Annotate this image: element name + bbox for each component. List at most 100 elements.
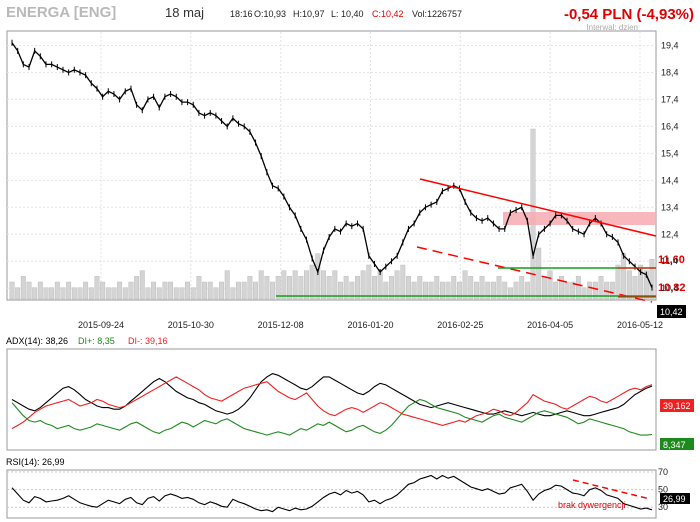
volume-bar bbox=[439, 281, 445, 300]
volume-bar bbox=[519, 276, 525, 300]
volume-bar bbox=[445, 281, 451, 300]
price-plot-frame bbox=[6, 30, 657, 301]
volume-bar bbox=[394, 270, 400, 300]
price-x-tick-label: 2016-05-12 bbox=[617, 320, 663, 330]
volume-bar bbox=[190, 287, 196, 300]
volume-bar bbox=[202, 281, 208, 300]
volume-bar bbox=[20, 276, 26, 300]
volume-bar bbox=[479, 276, 485, 300]
price-x-tick-label: 2015-09-24 bbox=[78, 320, 124, 330]
volume-bar bbox=[406, 276, 411, 300]
rsi-panel: RSI(14): 26,99 brak dywergencji 26,99 70… bbox=[6, 457, 690, 519]
volume-bar bbox=[575, 276, 581, 300]
di-plus-value: 8,347 bbox=[663, 440, 686, 450]
volume-bar bbox=[462, 270, 468, 300]
rsi-line bbox=[11, 474, 653, 513]
volume-bar bbox=[513, 281, 519, 300]
volume-bar bbox=[326, 276, 332, 300]
price-close-line bbox=[11, 42, 653, 288]
volume-bar bbox=[502, 281, 508, 300]
price-x-tick-label: 2015-10-30 bbox=[168, 320, 214, 330]
volume-bar bbox=[275, 276, 281, 300]
quote-time: 18:16 bbox=[230, 9, 253, 19]
volume-bar bbox=[587, 281, 593, 300]
volume-bar bbox=[332, 270, 338, 300]
volume-bar bbox=[473, 281, 479, 300]
volume-bar bbox=[71, 287, 77, 300]
price-x-tick-label: 2015-12-08 bbox=[258, 320, 304, 330]
volume-bar bbox=[632, 276, 638, 300]
volume-bar bbox=[338, 281, 343, 300]
volume-bar bbox=[292, 270, 298, 300]
quote-close: C:10,42 bbox=[372, 9, 404, 19]
volume-bar bbox=[417, 276, 423, 300]
volume-bar bbox=[224, 270, 230, 300]
price-y-tick-label: 12,4 bbox=[661, 229, 679, 239]
volume-bar bbox=[536, 247, 542, 300]
downtrend-support-line bbox=[416, 246, 653, 303]
volume-bar bbox=[236, 281, 241, 300]
quote-low: L: 10,40 bbox=[331, 9, 364, 19]
volume-bar bbox=[649, 259, 655, 300]
downtrend-resistance-line bbox=[419, 178, 657, 237]
volume-bar bbox=[592, 281, 598, 300]
volume-bar bbox=[247, 276, 253, 300]
di-plus-value-tag bbox=[660, 438, 694, 450]
price-x-tick-label: 2016-02-25 bbox=[437, 320, 483, 330]
volume-bar bbox=[411, 281, 417, 300]
price-series bbox=[11, 39, 653, 291]
volume-bar bbox=[558, 276, 564, 300]
volume-bar bbox=[304, 270, 309, 300]
volume-bar bbox=[122, 287, 128, 300]
price-change: -0,54 PLN (-4,93%) bbox=[564, 6, 694, 23]
rsi-y-axis: 70 50 30 bbox=[658, 467, 668, 512]
volume-bar bbox=[49, 287, 55, 300]
volume-bar bbox=[615, 264, 621, 300]
volume-bar bbox=[355, 276, 360, 300]
volume-bar bbox=[207, 281, 213, 300]
volume-bar bbox=[32, 287, 38, 300]
rsi-y-tick-label: 30 bbox=[658, 502, 668, 512]
volume-bar bbox=[383, 281, 389, 300]
price-x-tick-label: 2016-04-05 bbox=[527, 320, 573, 330]
volume-bar bbox=[564, 281, 570, 300]
adx-legend: ADX(14): 38,26 bbox=[6, 336, 68, 346]
di-minus-value: 39,162 bbox=[663, 401, 691, 411]
volume-bar bbox=[468, 276, 474, 300]
volume-bar bbox=[60, 287, 66, 300]
adx-series bbox=[11, 373, 653, 436]
volume-bar bbox=[315, 253, 321, 300]
volume-bar bbox=[185, 281, 191, 300]
volume-bar bbox=[117, 281, 123, 300]
level-label-lower: 10,82 bbox=[658, 282, 686, 294]
volume-bar bbox=[287, 276, 292, 300]
volume-bar bbox=[94, 276, 100, 300]
rsi-y-tick-label: 70 bbox=[658, 467, 668, 477]
quote-date: 18 maj bbox=[165, 5, 204, 20]
volume-bar bbox=[151, 281, 157, 300]
di-minus-value-tag bbox=[660, 399, 694, 412]
volume-bar bbox=[179, 287, 185, 300]
volume-bar bbox=[173, 287, 179, 300]
volume-bar bbox=[162, 281, 168, 300]
volume-bar bbox=[485, 281, 491, 300]
rsi-y-tick-label: 50 bbox=[658, 485, 668, 495]
volume-bar bbox=[281, 270, 287, 300]
volume-bar bbox=[83, 281, 89, 300]
volume-bar bbox=[145, 287, 151, 300]
volume-bar bbox=[547, 270, 553, 300]
volume-bar bbox=[456, 281, 462, 300]
volume-bar bbox=[139, 270, 145, 300]
rsi-plot-frame bbox=[6, 469, 657, 519]
volume-bar bbox=[434, 276, 440, 300]
volume-bar bbox=[88, 287, 94, 300]
volume-bar bbox=[423, 281, 428, 300]
volume-bar bbox=[156, 287, 162, 300]
price-x-axis: 2015-09-24 2015-10-30 2015-12-08 2016-01-20… bbox=[78, 320, 663, 330]
volume-bar bbox=[270, 281, 275, 300]
volume-bar bbox=[598, 276, 604, 300]
volume-bar bbox=[524, 281, 530, 300]
volume-bar bbox=[507, 287, 513, 300]
header: ENERGA [ENG] 18 maj 18:16 O:10,93 H:10,9… bbox=[6, 4, 694, 32]
